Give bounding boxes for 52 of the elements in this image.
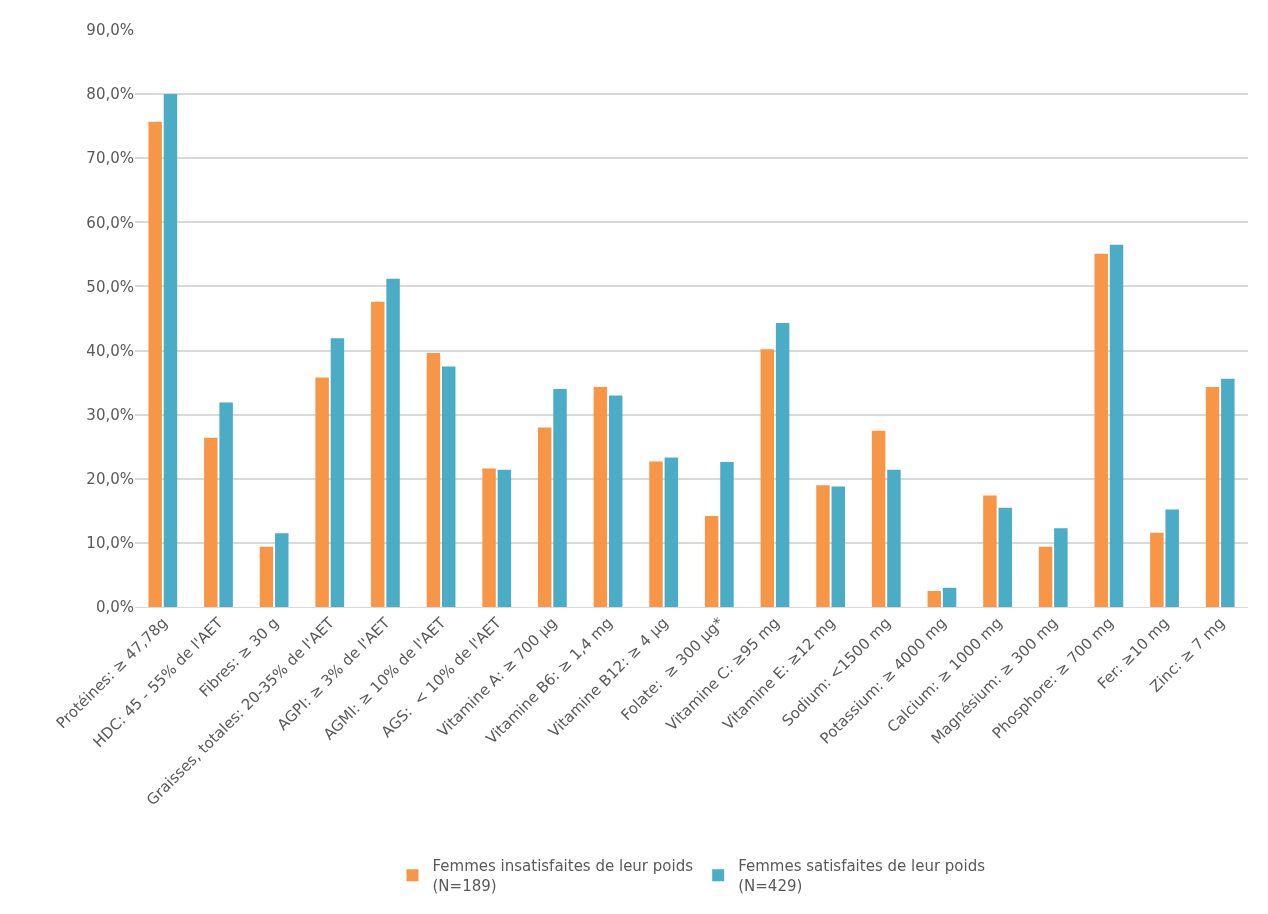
- bar: [1165, 509, 1179, 607]
- bar: [998, 507, 1012, 607]
- bar: [330, 338, 345, 607]
- bar: [664, 457, 679, 607]
- bar: [426, 353, 441, 607]
- y-tick-label: 30,0%: [86, 405, 134, 424]
- bar: [537, 427, 552, 607]
- bar: [482, 468, 496, 607]
- legend-label: Femmes insatisfaites de leur poids (N=189): [432, 857, 694, 895]
- y-tick-label: 70,0%: [86, 149, 134, 168]
- bar: [204, 437, 218, 607]
- bar: [275, 533, 289, 607]
- bar: [871, 430, 886, 607]
- bar: [1094, 253, 1108, 607]
- bar: [1150, 532, 1164, 607]
- bar: [553, 389, 567, 607]
- bar: [163, 94, 178, 607]
- y-tick-label: 0,0%: [95, 598, 134, 617]
- bar: [704, 515, 719, 607]
- bar: [649, 461, 663, 607]
- bar: [386, 278, 400, 607]
- bar: [816, 485, 830, 607]
- bar: [1109, 244, 1124, 607]
- y-tick-label: 40,0%: [86, 341, 134, 360]
- y-tick-label: 80,0%: [86, 85, 134, 104]
- bar: [315, 377, 329, 607]
- bar: [1054, 528, 1068, 607]
- bar: [593, 387, 608, 607]
- bar: [1038, 546, 1053, 607]
- bar: [927, 590, 942, 607]
- y-tick-label: 10,0%: [86, 534, 134, 553]
- legend-label: Femmes satisfaites de leur poids (N=429): [738, 857, 986, 895]
- y-tick-label: 50,0%: [86, 277, 134, 296]
- bar: [831, 486, 846, 607]
- bar: [259, 546, 274, 607]
- bar: [983, 495, 997, 607]
- bar: [219, 402, 233, 607]
- bar: [720, 462, 734, 607]
- bar: [760, 349, 775, 607]
- bar: [148, 121, 162, 607]
- bar: [1205, 387, 1220, 607]
- bar: [371, 301, 385, 607]
- y-tick-label: 60,0%: [86, 213, 134, 232]
- bar: [1221, 378, 1235, 607]
- y-tick-label: 20,0%: [86, 470, 134, 489]
- y-tick-label: 90,0%: [86, 21, 134, 40]
- bar: [775, 322, 790, 607]
- bar: [608, 395, 623, 607]
- bar: [441, 366, 456, 607]
- bar: [887, 469, 901, 607]
- bar: [942, 587, 957, 607]
- bar: [497, 469, 512, 607]
